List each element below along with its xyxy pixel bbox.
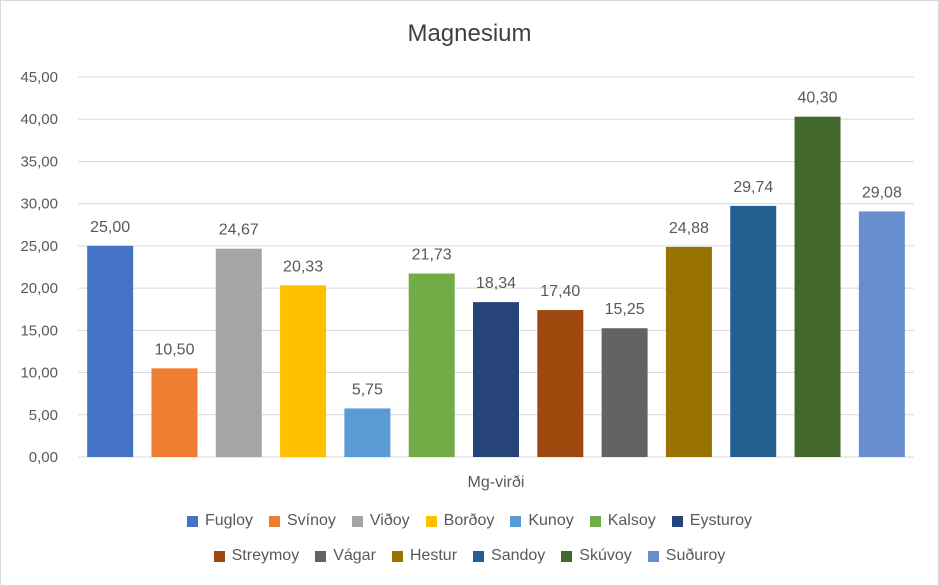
bar-11 bbox=[794, 116, 841, 457]
y-tick-label: 10,00 bbox=[20, 365, 58, 382]
legend-swatch bbox=[351, 515, 363, 527]
legend-item: Eysturoy bbox=[671, 512, 753, 530]
x-axis-label: Mg-virði bbox=[468, 474, 525, 491]
legend-item: Hestur bbox=[391, 547, 458, 565]
legend-item: Fugloy bbox=[186, 512, 253, 530]
legend-item: Kalsoy bbox=[589, 512, 656, 530]
bar-10 bbox=[730, 205, 777, 457]
legend-item: Kunoy bbox=[510, 512, 574, 530]
bar-1 bbox=[151, 368, 198, 457]
y-tick-label: 20,00 bbox=[20, 280, 58, 297]
y-tick-label: 45,00 bbox=[20, 69, 58, 86]
legend-row-2: Streymoy Vágar Hestur Sandoy Skúvoy Suðuroy bbox=[0, 547, 939, 565]
legend-swatch bbox=[269, 515, 280, 527]
legend-label: Kunoy bbox=[528, 512, 574, 529]
legend-label: Viðoy bbox=[369, 512, 410, 529]
data-label: 17,40 bbox=[540, 283, 580, 300]
legend-item: Vágar bbox=[315, 547, 376, 565]
bar-7 bbox=[537, 310, 584, 457]
legend-swatch bbox=[473, 550, 485, 562]
legend-swatch bbox=[561, 550, 573, 562]
legend-swatch bbox=[391, 550, 403, 562]
data-label: 20,33 bbox=[283, 258, 323, 275]
y-tick-label: 30,00 bbox=[20, 196, 58, 213]
legend-label: Kalsoy bbox=[607, 512, 656, 529]
bar-12 bbox=[858, 211, 905, 457]
legend-swatch bbox=[425, 515, 437, 527]
legend-label: Skúvoy bbox=[579, 547, 632, 564]
chart-title: Magnesium bbox=[407, 20, 532, 47]
data-label: 40,30 bbox=[798, 90, 838, 107]
legend-label: Svínoy bbox=[287, 512, 336, 529]
legend-item: Viðoy bbox=[351, 512, 410, 530]
y-tick-label: 35,00 bbox=[20, 153, 58, 170]
y-tick-label: 25,00 bbox=[20, 238, 58, 255]
y-tick-label: 5,00 bbox=[29, 407, 58, 424]
data-label: 29,74 bbox=[733, 179, 773, 196]
data-label: 24,67 bbox=[219, 222, 259, 239]
bar-6 bbox=[473, 302, 519, 457]
legend-item: Borðoy bbox=[425, 512, 495, 530]
y-tick-label: 40,00 bbox=[20, 111, 58, 128]
bar-5 bbox=[408, 273, 455, 457]
data-label: 5,75 bbox=[352, 381, 383, 398]
data-label: 25,00 bbox=[90, 219, 130, 236]
legend-swatch bbox=[671, 515, 683, 527]
legend-swatch bbox=[647, 550, 659, 562]
bar-0 bbox=[87, 245, 134, 457]
legend-item: Svínoy bbox=[269, 512, 336, 530]
bar-2 bbox=[215, 248, 262, 457]
bar-9 bbox=[665, 246, 712, 457]
legend-label: Hestur bbox=[409, 547, 458, 564]
legend-item: Skúvoy bbox=[561, 547, 632, 565]
data-label: 18,34 bbox=[476, 275, 516, 292]
legend-label: Suðuroy bbox=[665, 547, 726, 564]
bar-3 bbox=[280, 285, 327, 457]
y-tick-label: 0,00 bbox=[29, 449, 58, 466]
data-label: 15,25 bbox=[605, 301, 645, 318]
legend-item: Suðuroy bbox=[647, 547, 726, 565]
legend-swatch bbox=[315, 550, 327, 562]
legend-label: Vágar bbox=[333, 547, 376, 564]
legend-label: Eysturoy bbox=[689, 512, 753, 529]
legend-label: Borðoy bbox=[443, 512, 495, 529]
data-label: 24,88 bbox=[669, 220, 709, 237]
legend-swatch bbox=[589, 515, 601, 527]
legend-swatch bbox=[510, 515, 522, 527]
legend-swatch bbox=[213, 550, 225, 562]
legend-item: Sandoy bbox=[473, 547, 545, 565]
legend-swatch bbox=[186, 515, 198, 527]
legend-label: Streymoy bbox=[231, 547, 300, 564]
bar-8 bbox=[601, 328, 648, 457]
data-label: 29,08 bbox=[862, 184, 902, 201]
legend-item: Streymoy bbox=[213, 547, 300, 565]
legend-row-1: Fugloy Svínoy Viðoy Borðoy Kunoy Kalsoy Eystur… bbox=[0, 512, 939, 530]
bar-4 bbox=[344, 408, 391, 457]
y-tick-label: 15,00 bbox=[20, 322, 58, 339]
legend-label: Fugloy bbox=[204, 512, 253, 529]
data-label: 10,50 bbox=[154, 341, 194, 358]
data-label: 21,73 bbox=[412, 247, 452, 264]
legend-label: Sandoy bbox=[491, 547, 546, 564]
